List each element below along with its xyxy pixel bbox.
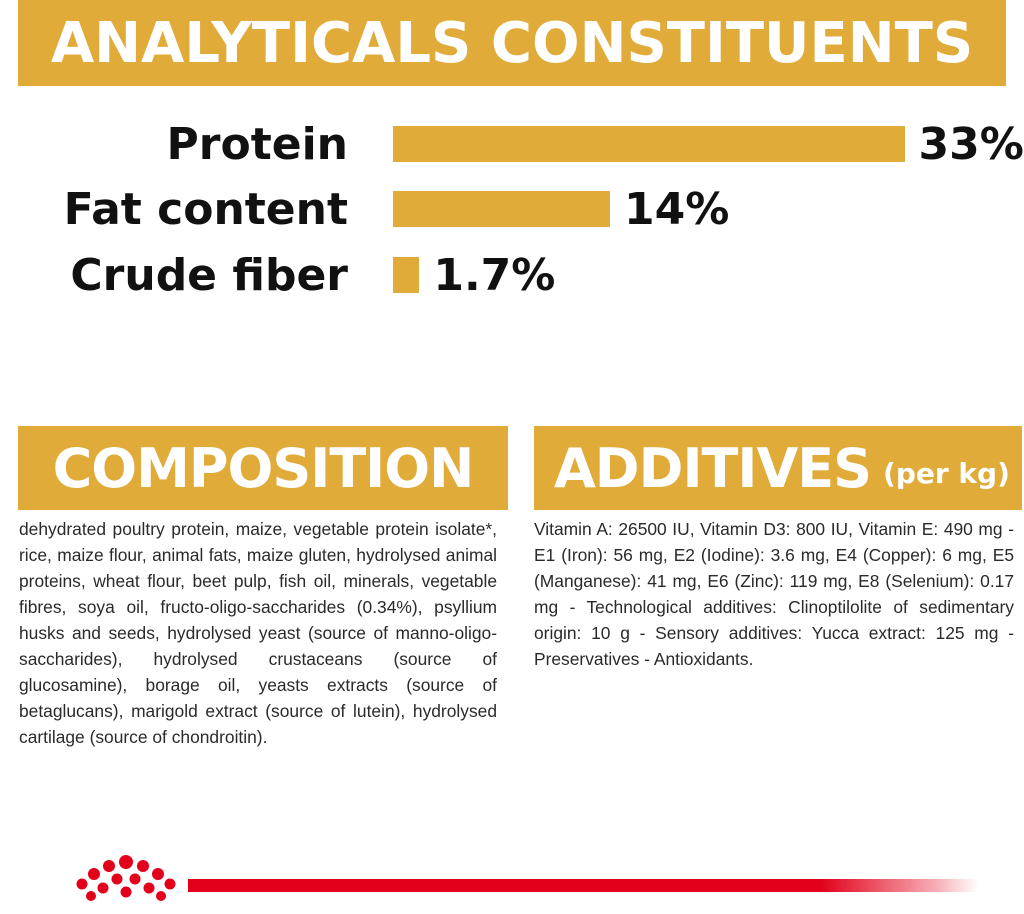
additives-text: Vitamin A: 26500 IU, Vitamin D3: 800 IU,… [534,519,1014,669]
nutrient-label: Crude fiber [70,250,348,301]
analytical-constituents-title: ANALYTICALS CONSTITUENTS [50,10,974,76]
nutrient-bar [393,126,905,162]
nutrient-label: Fat content [63,184,348,235]
additives-subtitle: (per kg) [883,456,1010,490]
additives-title: ADDITIVES [554,436,872,500]
composition-banner: COMPOSITION [18,426,508,510]
nutrient-bar [393,191,610,227]
footer-brand-line [188,879,978,892]
additives-banner: ADDITIVES (per kg) [534,426,1022,510]
nutrient-value-label: 33% [918,119,1024,170]
royal-canin-crown-icon [76,855,176,901]
analytical-constituents-banner: ANALYTICALS CONSTITUENTS [18,0,1006,86]
nutrient-label: Protein [166,119,348,170]
composition-text: dehydrated poultry protein, maize, veget… [19,519,497,747]
composition-title: COMPOSITION [52,436,475,500]
nutrient-value-label: 14% [624,184,730,235]
nutrient-value-label: 1.7% [433,250,556,301]
nutrient-bar [393,257,420,293]
